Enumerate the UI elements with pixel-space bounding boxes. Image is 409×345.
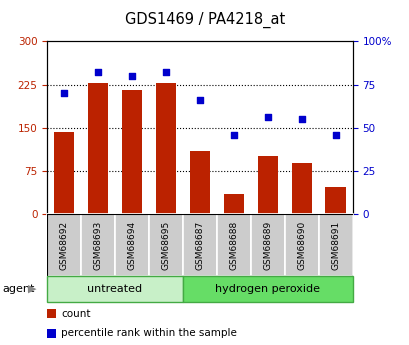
Bar bbox=[182, 214, 216, 276]
Bar bbox=[325, 187, 345, 214]
Text: GSM68690: GSM68690 bbox=[297, 220, 306, 269]
Text: GSM68695: GSM68695 bbox=[161, 220, 170, 269]
Bar bbox=[257, 156, 277, 214]
Text: GSM68692: GSM68692 bbox=[59, 220, 68, 269]
Bar bbox=[121, 90, 142, 214]
Text: GDS1469 / PA4218_at: GDS1469 / PA4218_at bbox=[125, 11, 284, 28]
Point bbox=[162, 70, 169, 75]
Bar bbox=[155, 83, 176, 214]
Bar bbox=[284, 214, 318, 276]
Text: GSM68688: GSM68688 bbox=[229, 220, 238, 269]
Bar bbox=[81, 214, 115, 276]
Bar bbox=[250, 214, 284, 276]
Text: ▶: ▶ bbox=[28, 284, 36, 294]
Point bbox=[230, 132, 236, 137]
Bar bbox=[216, 214, 250, 276]
Bar bbox=[115, 214, 148, 276]
Bar bbox=[47, 214, 81, 276]
Point bbox=[61, 90, 67, 96]
Text: GSM68691: GSM68691 bbox=[330, 220, 339, 269]
Bar bbox=[223, 194, 243, 214]
Bar bbox=[291, 163, 311, 214]
Text: hydrogen peroxide: hydrogen peroxide bbox=[215, 284, 319, 294]
Bar bbox=[88, 83, 108, 214]
Bar bbox=[148, 214, 182, 276]
Text: GSM68694: GSM68694 bbox=[127, 220, 136, 269]
Point bbox=[264, 115, 270, 120]
Point bbox=[332, 132, 338, 137]
Text: GSM68689: GSM68689 bbox=[263, 220, 272, 269]
Text: count: count bbox=[61, 308, 90, 318]
Point bbox=[128, 73, 135, 79]
Point bbox=[196, 97, 203, 103]
Text: GSM68693: GSM68693 bbox=[93, 220, 102, 269]
Text: percentile rank within the sample: percentile rank within the sample bbox=[61, 328, 236, 338]
Text: untreated: untreated bbox=[87, 284, 142, 294]
Bar bbox=[54, 132, 74, 214]
Text: GSM68687: GSM68687 bbox=[195, 220, 204, 269]
Text: agent: agent bbox=[2, 284, 34, 294]
Point bbox=[298, 116, 304, 122]
Bar bbox=[182, 276, 352, 302]
Bar bbox=[318, 214, 352, 276]
Bar bbox=[189, 151, 209, 214]
Bar bbox=[47, 276, 182, 302]
Point bbox=[94, 70, 101, 75]
